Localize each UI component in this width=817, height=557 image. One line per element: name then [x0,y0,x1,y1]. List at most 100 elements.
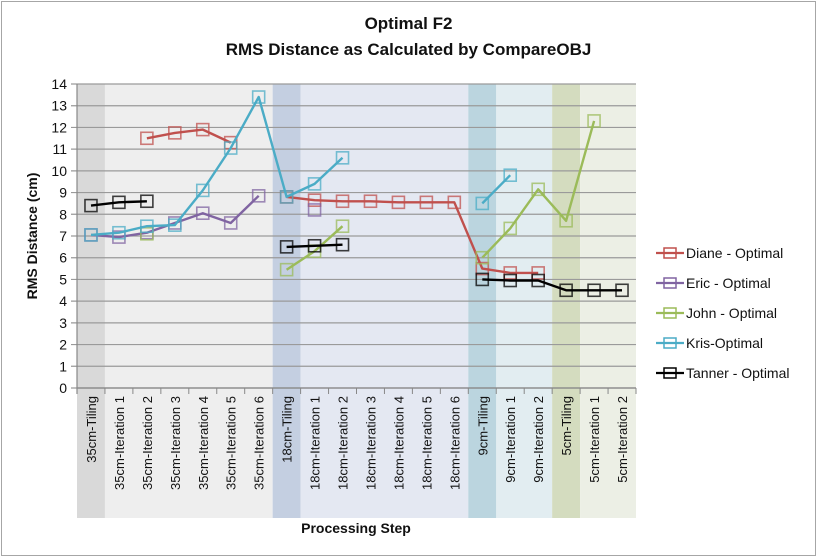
x-tick-label: 18cm-Iteration 6 [447,396,462,490]
data-point-marker [195,122,210,137]
series-line [146,128,232,144]
y-tick-label: 2 [59,337,67,353]
data-point-marker [307,193,322,207]
series-line [286,195,539,275]
legend-marker-icon [663,307,677,319]
legend-label: Kris-Optimal [686,335,763,351]
data-point-marker [531,266,545,280]
x-tick-label: 35cm-Iteration 1 [112,396,127,490]
legend: Diane - Optimal Eric - Optimal John - Opti… [656,245,789,381]
data-point-marker [223,216,238,230]
y-tick-label: 8 [59,206,67,222]
data-point-marker [279,262,294,277]
data-point-marker [84,198,98,213]
series-0 [140,122,545,280]
x-tick-label: 35cm-Iteration 6 [252,396,267,490]
x-tick-label: 18cm-Iteration 1 [308,396,323,490]
series-lines [84,90,629,298]
axes [76,84,637,394]
data-point-marker [559,283,573,298]
data-point-marker [503,221,518,236]
series-line [481,174,512,205]
y-tick-label: 5 [59,271,67,287]
x-tick-label: 18cm-Iteration 4 [391,396,406,490]
legend-marker-icon [663,277,677,289]
x-tick-label: 5cm-Iteration 1 [587,396,602,483]
y-tick-label: 7 [59,228,67,244]
data-point-marker [475,250,490,265]
y-tick-label: 11 [52,141,67,157]
x-tick-label: 18cm-Tiling [280,396,295,463]
series-line [90,200,147,207]
data-point-marker [559,214,573,228]
x-tick-label: 35cm-Tiling [84,396,99,463]
legend-item: Tanner - Optimal [656,365,789,381]
data-point-marker [168,126,182,140]
legend-label: John - Optimal [686,305,777,321]
legend-label: Eric - Optimal [686,275,771,291]
data-point-marker [503,273,518,288]
data-point-marker [140,219,154,234]
data-point-marker [168,218,182,232]
x-tick-label: 9cm-Iteration 1 [503,396,518,483]
data-point-marker [251,90,266,104]
series-line [286,243,343,249]
x-tick-label: 9cm-Tiling [475,396,490,455]
data-point-marker [587,114,601,128]
data-point-marker [335,151,350,165]
data-point-marker [307,238,322,253]
data-point-marker [140,227,154,241]
legend-item: Diane - Optimal [656,245,783,261]
series-line [482,278,622,292]
data-point-marker [503,266,518,280]
series-3 [84,90,518,242]
x-tick-labels: 35cm-Tiling 35cm-Iteration 1 35cm-Iteratio… [84,396,630,490]
x-axis-title: Processing Step [301,520,411,536]
y-tick-label: 13 [51,98,67,114]
data-point-marker [279,190,294,204]
x-tick-label: 18cm-Iteration 5 [419,396,434,490]
data-point-marker [419,195,434,210]
data-point-marker [112,195,126,210]
y-tick-label: 10 [51,163,67,179]
x-tick-label: 9cm-Iteration 2 [531,396,546,483]
data-point-marker [279,240,294,254]
legend-label: Tanner - Optimal [686,365,789,381]
legend-item: John - Optimal [656,305,777,321]
data-point-marker [531,273,545,288]
series-4 [84,194,629,298]
data-point-marker [140,194,154,209]
x-tick-label: 35cm-Iteration 2 [140,396,155,490]
series-line [481,120,596,259]
data-point-marker [195,183,210,198]
data-point-marker [475,272,490,287]
legend-marker-icon [663,337,677,349]
data-point-marker [475,261,490,276]
y-tick-label: 3 [59,315,67,331]
y-axis-title: RMS Distance (cm) [24,173,40,300]
data-point-marker [251,189,266,203]
legend-item: Eric - Optimal [656,275,771,291]
data-point-marker [587,283,601,298]
data-point-marker [195,206,210,220]
data-point-marker [391,195,406,210]
y-tick-label: 1 [59,358,67,374]
data-point-marker [223,141,238,155]
data-point-marker [307,203,322,217]
x-tick-label: 5cm-Tiling [559,396,574,455]
y-tick-label: 9 [59,185,67,201]
data-point-marker [615,283,629,298]
x-tick-label: 35cm-Iteration 5 [224,396,239,490]
data-point-marker [84,228,98,242]
x-tick-label: 5cm-Iteration 2 [615,396,630,483]
data-point-marker [140,131,154,146]
x-tick-label: 35cm-Iteration 3 [168,396,183,490]
legend-label: Diane - Optimal [686,245,783,261]
data-point-marker [531,182,545,197]
y-tick-label: 6 [59,250,67,266]
series-line [90,194,260,239]
data-point-marker [475,196,490,211]
y-tick-label: 12 [51,119,67,135]
